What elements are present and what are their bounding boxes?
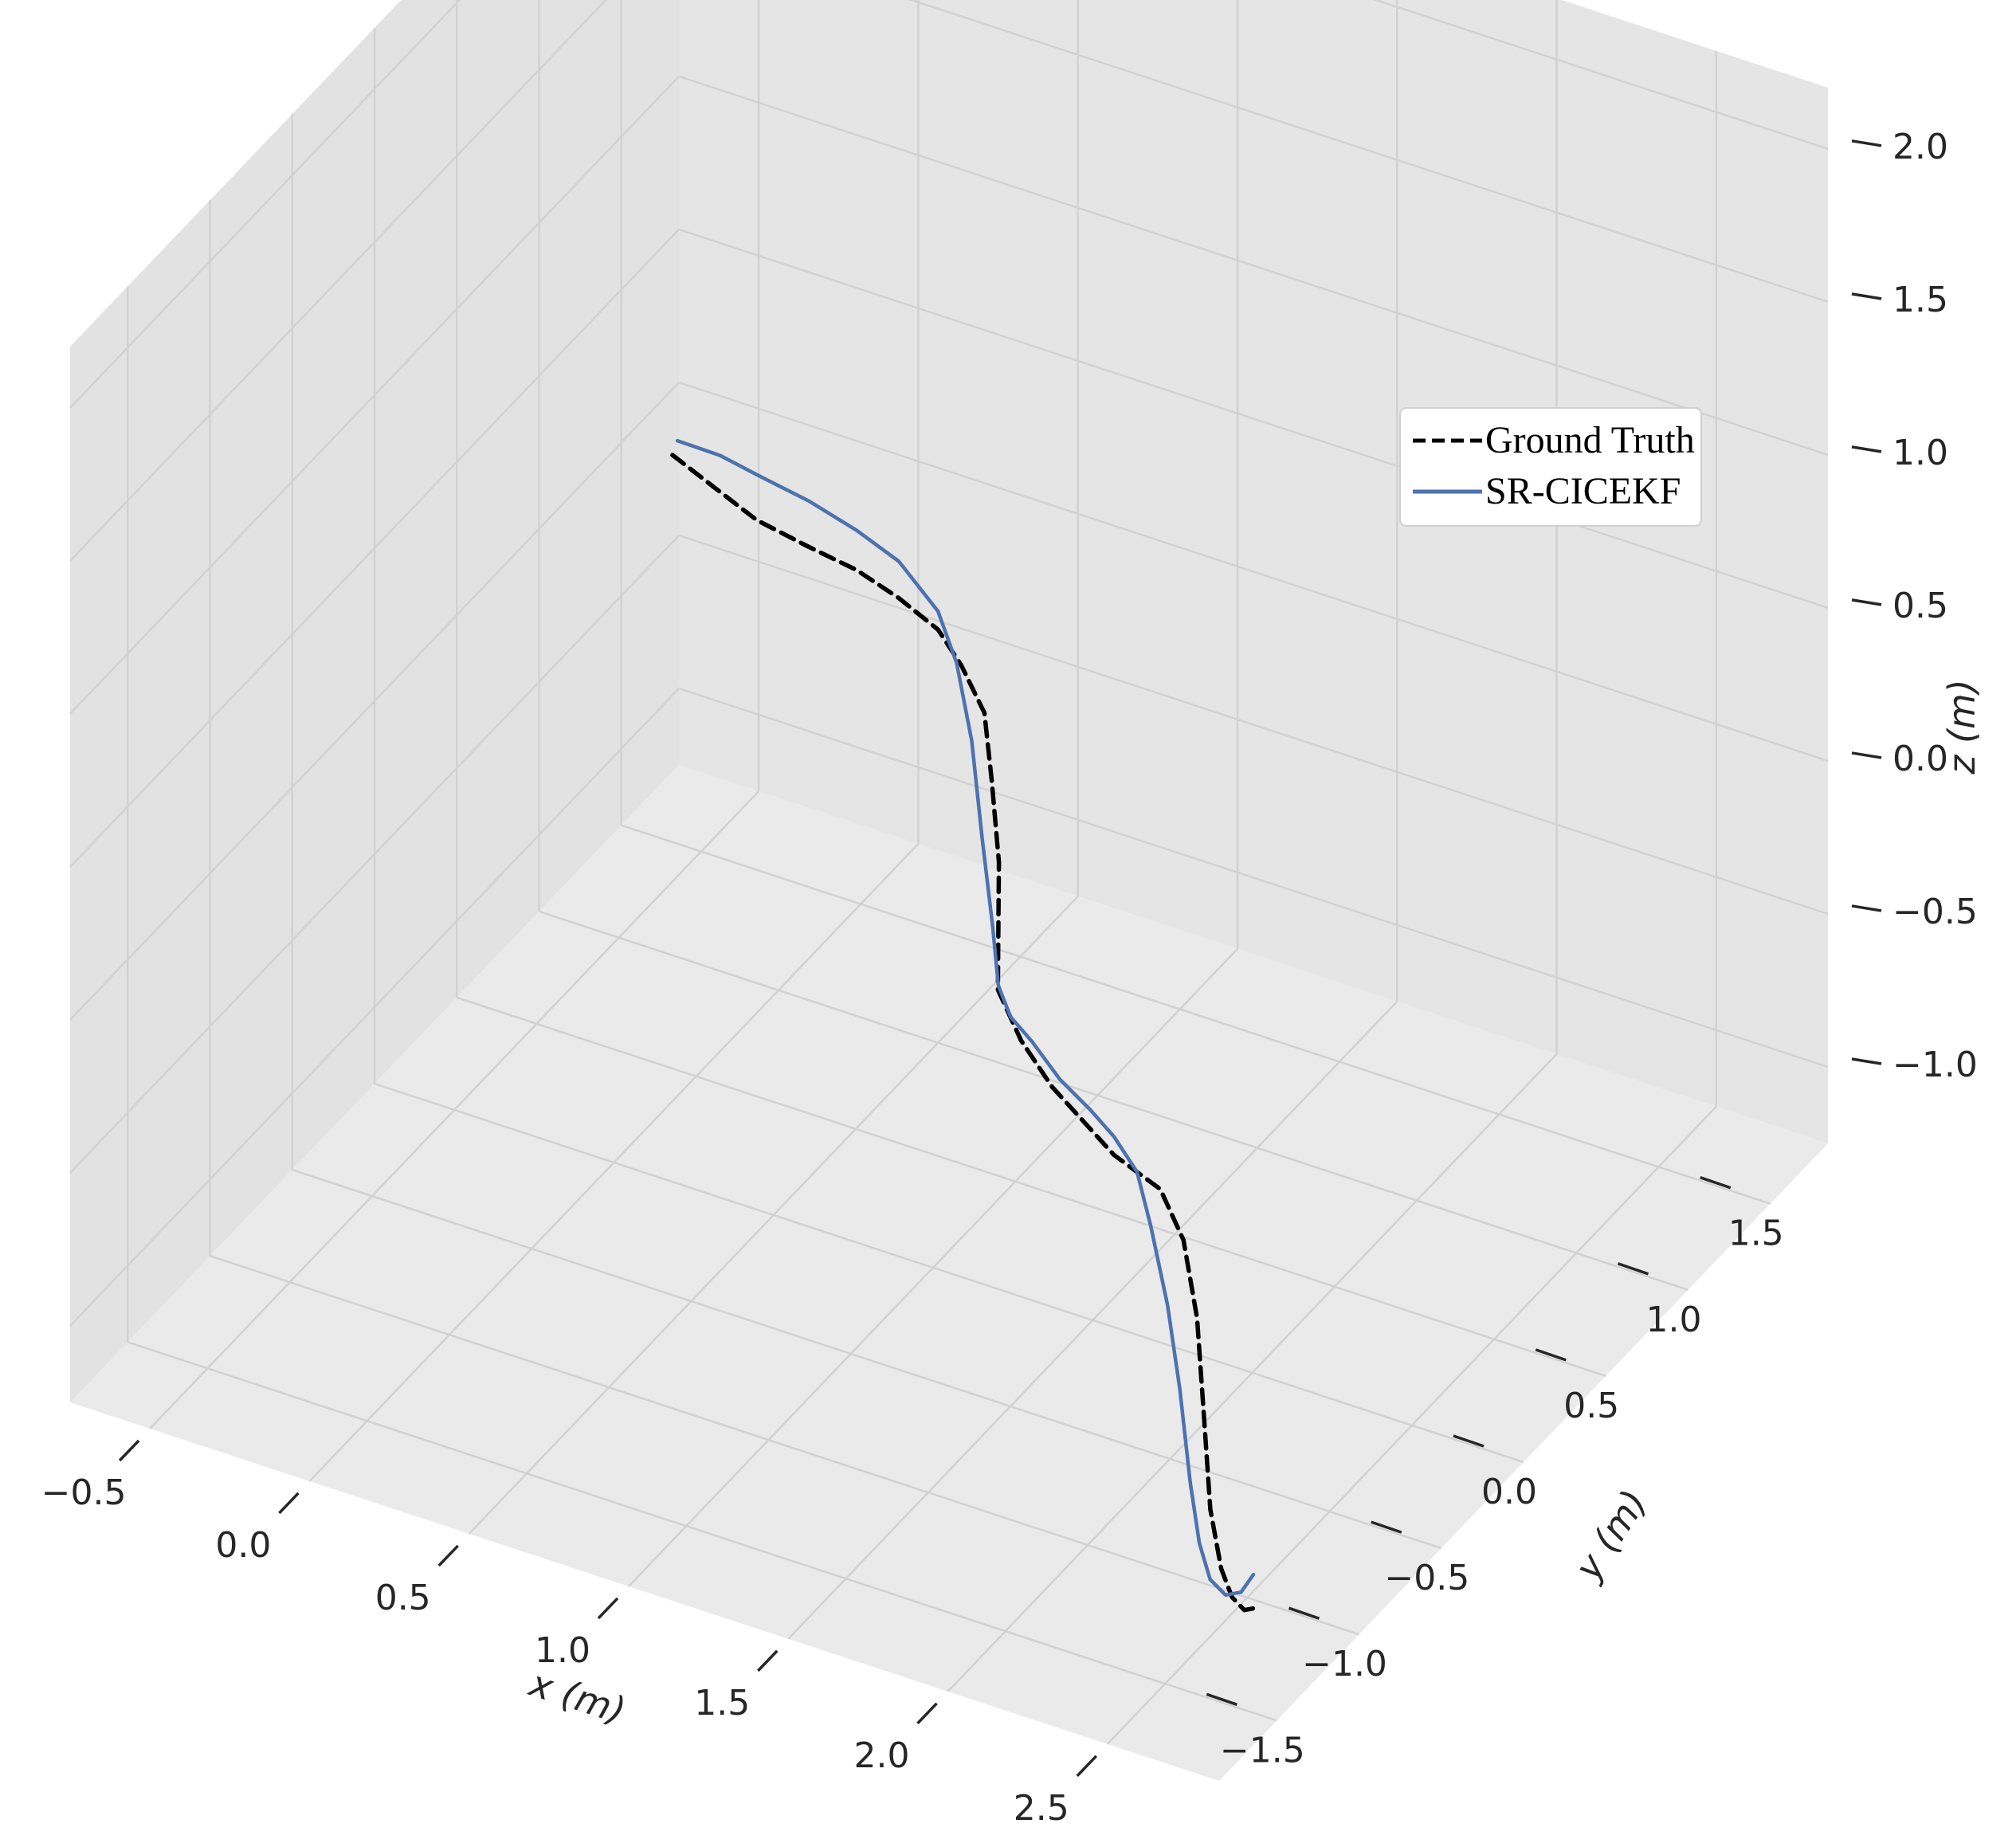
gridline-side-z bbox=[69, 688, 680, 1327]
z-tick-label: 2.0 bbox=[1892, 127, 1948, 167]
gridline-back-z bbox=[908, 0, 1829, 304]
x-tick bbox=[118, 1439, 140, 1462]
gridline-side-z bbox=[69, 0, 461, 409]
z-tick-label: −0.5 bbox=[1892, 892, 1978, 932]
gridline-floor-y bbox=[374, 1082, 1524, 1464]
x-tick-label: 2.0 bbox=[854, 1735, 910, 1776]
x-tick-label: 0.5 bbox=[375, 1578, 431, 1618]
z-tick-label: −1.0 bbox=[1892, 1045, 1978, 1085]
gridline-side-z bbox=[69, 535, 680, 1174]
gridline-back-z bbox=[678, 381, 1829, 763]
series-line-ground-truth bbox=[670, 453, 1262, 1613]
z-tick bbox=[1851, 598, 1882, 606]
y-tick-label: −1.0 bbox=[1302, 1644, 1387, 1684]
y-tick-label: −1.5 bbox=[1220, 1730, 1305, 1770]
legend: Ground Truth SR-CICEKF bbox=[1399, 407, 1702, 527]
y-tick bbox=[1206, 1692, 1237, 1706]
z-tick bbox=[1851, 904, 1882, 912]
gridline-side-z bbox=[69, 76, 680, 715]
gridline-floor-y bbox=[210, 1255, 1359, 1636]
gridline-back-z bbox=[678, 228, 1829, 610]
z-tick bbox=[1851, 292, 1882, 300]
axis-ticks: −0.5 0.0 0.5 1.0 1.5 2.0 2.5 −1.5 −1.0 −0.5 0.0 0.5… bbox=[41, 127, 1978, 1829]
legend-label-sr-cicekf: SR-CICEKF bbox=[1485, 470, 1681, 512]
gridline-floor-y bbox=[127, 1341, 1277, 1722]
x-tick bbox=[916, 1702, 938, 1725]
gridline-floor-y bbox=[539, 910, 1688, 1291]
grid-lines bbox=[69, 0, 1829, 1745]
z-tick bbox=[1851, 139, 1882, 147]
gridline-floor-y bbox=[292, 1168, 1442, 1550]
legend-box bbox=[1399, 407, 1702, 527]
z-tick-label: 0.0 bbox=[1892, 739, 1948, 779]
z-tick bbox=[1851, 751, 1882, 759]
z-axis-label: z (m) bbox=[1940, 679, 1983, 774]
gridline-side-z bbox=[69, 0, 607, 562]
x-tick-label: 1.0 bbox=[535, 1630, 590, 1671]
x-tick-label: 1.5 bbox=[694, 1683, 750, 1723]
y-tick bbox=[1617, 1262, 1649, 1276]
y-tick-label: −0.5 bbox=[1384, 1558, 1469, 1598]
x-axis-label: x (m) bbox=[523, 1661, 630, 1733]
y-tick bbox=[1535, 1348, 1567, 1362]
gridline-back-z bbox=[678, 534, 1829, 916]
x-tick bbox=[278, 1492, 300, 1515]
gridline-side-z bbox=[69, 382, 680, 1021]
series-line-sr-cicekf bbox=[675, 438, 1256, 1598]
gridline-back-z bbox=[1372, 0, 1829, 150]
gridline-floor-y bbox=[621, 824, 1771, 1205]
gridline-back-z bbox=[678, 687, 1829, 1069]
y-tick bbox=[1453, 1434, 1485, 1448]
x-tick bbox=[1076, 1755, 1098, 1778]
y-tick-label: 0.5 bbox=[1563, 1386, 1619, 1426]
z-tick-label: 0.5 bbox=[1892, 586, 1948, 626]
y-tick-label: 1.0 bbox=[1646, 1300, 1702, 1340]
series-layer bbox=[670, 438, 1262, 1613]
gridline-side-z bbox=[69, 229, 680, 868]
axis-panes bbox=[70, 0, 1828, 1781]
x-tick bbox=[597, 1597, 619, 1620]
y-tick bbox=[1371, 1520, 1402, 1534]
y-axis-label: y (m) bbox=[1565, 1482, 1655, 1589]
z-tick-label: 1.0 bbox=[1892, 433, 1948, 473]
x-tick bbox=[437, 1544, 459, 1567]
legend-label-ground-truth: Ground Truth bbox=[1485, 419, 1695, 461]
gridline-back-z bbox=[678, 75, 1829, 457]
y-tick bbox=[1288, 1606, 1320, 1620]
gridline-floor-y bbox=[456, 996, 1606, 1378]
z-tick-label: 1.5 bbox=[1892, 280, 1948, 320]
z-tick bbox=[1851, 1057, 1882, 1065]
y-tick-label: 1.5 bbox=[1728, 1214, 1784, 1254]
x-tick-label: 0.0 bbox=[215, 1525, 271, 1566]
y-tick-label: 0.0 bbox=[1481, 1472, 1537, 1512]
x-tick bbox=[756, 1649, 779, 1672]
y-tick bbox=[1700, 1176, 1732, 1190]
z-tick bbox=[1851, 445, 1882, 453]
x-tick-label: 2.5 bbox=[1014, 1788, 1069, 1829]
x-tick-label: −0.5 bbox=[41, 1472, 127, 1513]
